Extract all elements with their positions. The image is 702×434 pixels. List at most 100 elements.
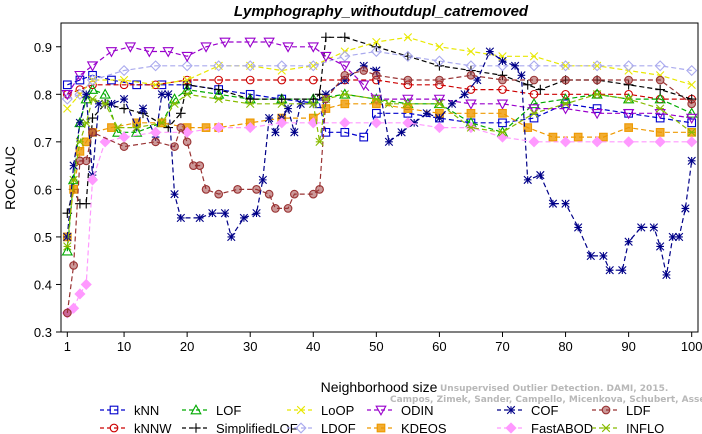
data-point bbox=[119, 142, 129, 151]
data-point bbox=[239, 213, 249, 223]
data-point bbox=[119, 80, 129, 90]
data-point bbox=[151, 137, 160, 147]
data-point bbox=[517, 71, 526, 80]
data-point bbox=[277, 99, 286, 109]
data-point bbox=[340, 99, 350, 109]
x-tick-label: 90 bbox=[621, 339, 635, 354]
data-point bbox=[559, 93, 572, 104]
data-point bbox=[68, 302, 80, 314]
legend-label: LoOP bbox=[321, 403, 354, 418]
data-point bbox=[214, 189, 224, 199]
data-point bbox=[340, 32, 350, 43]
series-line bbox=[66, 36, 692, 109]
data-point bbox=[276, 94, 287, 104]
data-point bbox=[422, 109, 431, 118]
data-point bbox=[649, 223, 659, 232]
y-tick-label: 0.9 bbox=[34, 40, 52, 55]
data-point bbox=[409, 118, 419, 128]
data-point bbox=[182, 137, 192, 147]
data-point bbox=[654, 108, 666, 120]
data-point bbox=[162, 47, 174, 58]
data-point bbox=[624, 94, 633, 104]
data-point bbox=[182, 75, 192, 85]
data-point bbox=[86, 74, 99, 86]
data-point bbox=[681, 204, 690, 213]
data-point bbox=[561, 99, 570, 109]
data-point bbox=[655, 84, 665, 95]
data-point bbox=[150, 60, 162, 72]
data-point bbox=[119, 75, 129, 85]
data-point bbox=[214, 75, 224, 85]
legend: kNN kNNW LOF SimplifiedLOF LoOP LDOF ODIN KDEOS… bbox=[100, 403, 664, 434]
data-point bbox=[591, 108, 603, 120]
series-line bbox=[66, 41, 692, 119]
data-point bbox=[87, 113, 98, 123]
data-point bbox=[69, 161, 78, 170]
data-point bbox=[618, 266, 627, 275]
series-ldof bbox=[61, 45, 698, 105]
data-point bbox=[498, 56, 507, 66]
legend-marker bbox=[296, 405, 306, 415]
data-point bbox=[208, 208, 217, 218]
data-point bbox=[124, 42, 137, 53]
data-point bbox=[157, 118, 167, 128]
y-tick-label: 0.7 bbox=[34, 135, 52, 150]
y-tick-label: 0.8 bbox=[34, 87, 52, 102]
data-point bbox=[668, 232, 677, 242]
data-point bbox=[340, 75, 350, 85]
data-point bbox=[181, 83, 193, 94]
legend-label: INFLO bbox=[626, 421, 664, 434]
data-point bbox=[523, 123, 533, 132]
data-point bbox=[654, 93, 666, 104]
series-line bbox=[66, 122, 692, 314]
data-point bbox=[687, 80, 696, 89]
series-odin bbox=[61, 37, 698, 125]
legend-label: LOF bbox=[216, 403, 241, 418]
data-point bbox=[433, 122, 445, 134]
data-point bbox=[282, 42, 294, 53]
data-point bbox=[402, 50, 414, 62]
data-point bbox=[244, 60, 256, 72]
data-point bbox=[465, 60, 477, 72]
data-point bbox=[687, 99, 697, 109]
data-point bbox=[214, 94, 223, 104]
data-point bbox=[465, 99, 477, 110]
data-point bbox=[548, 199, 558, 208]
data-point bbox=[94, 99, 104, 109]
legend-item: LDOF bbox=[287, 421, 356, 434]
data-point bbox=[181, 51, 193, 63]
plot-frame bbox=[60, 22, 699, 333]
data-point bbox=[244, 122, 256, 134]
data-point bbox=[605, 266, 614, 275]
data-point bbox=[523, 175, 532, 185]
x-tick-label: 1 bbox=[64, 339, 71, 354]
data-point bbox=[623, 136, 635, 148]
legend-label: FastABOD bbox=[531, 421, 593, 434]
y-tick-label: 0.4 bbox=[34, 277, 52, 292]
y-tick-label: 0.6 bbox=[34, 182, 52, 197]
data-point bbox=[170, 99, 179, 109]
data-point bbox=[81, 156, 91, 166]
legend-marker bbox=[191, 423, 201, 433]
data-point bbox=[435, 75, 444, 85]
data-point bbox=[624, 123, 633, 132]
data-point bbox=[498, 85, 507, 94]
data-point bbox=[99, 136, 111, 148]
data-point bbox=[130, 126, 143, 137]
data-point bbox=[592, 90, 602, 99]
data-point bbox=[315, 137, 324, 147]
data-point bbox=[119, 94, 129, 104]
data-point bbox=[181, 126, 193, 138]
data-point bbox=[561, 199, 570, 208]
data-point bbox=[655, 127, 665, 137]
data-point bbox=[86, 83, 99, 94]
data-point bbox=[674, 232, 684, 242]
data-point bbox=[592, 104, 602, 113]
data-point bbox=[529, 109, 539, 118]
data-point bbox=[151, 80, 160, 89]
data-point bbox=[75, 137, 85, 147]
data-point bbox=[599, 251, 608, 261]
data-point bbox=[176, 213, 186, 223]
data-point bbox=[357, 80, 370, 91]
series-fastabod bbox=[61, 117, 698, 319]
